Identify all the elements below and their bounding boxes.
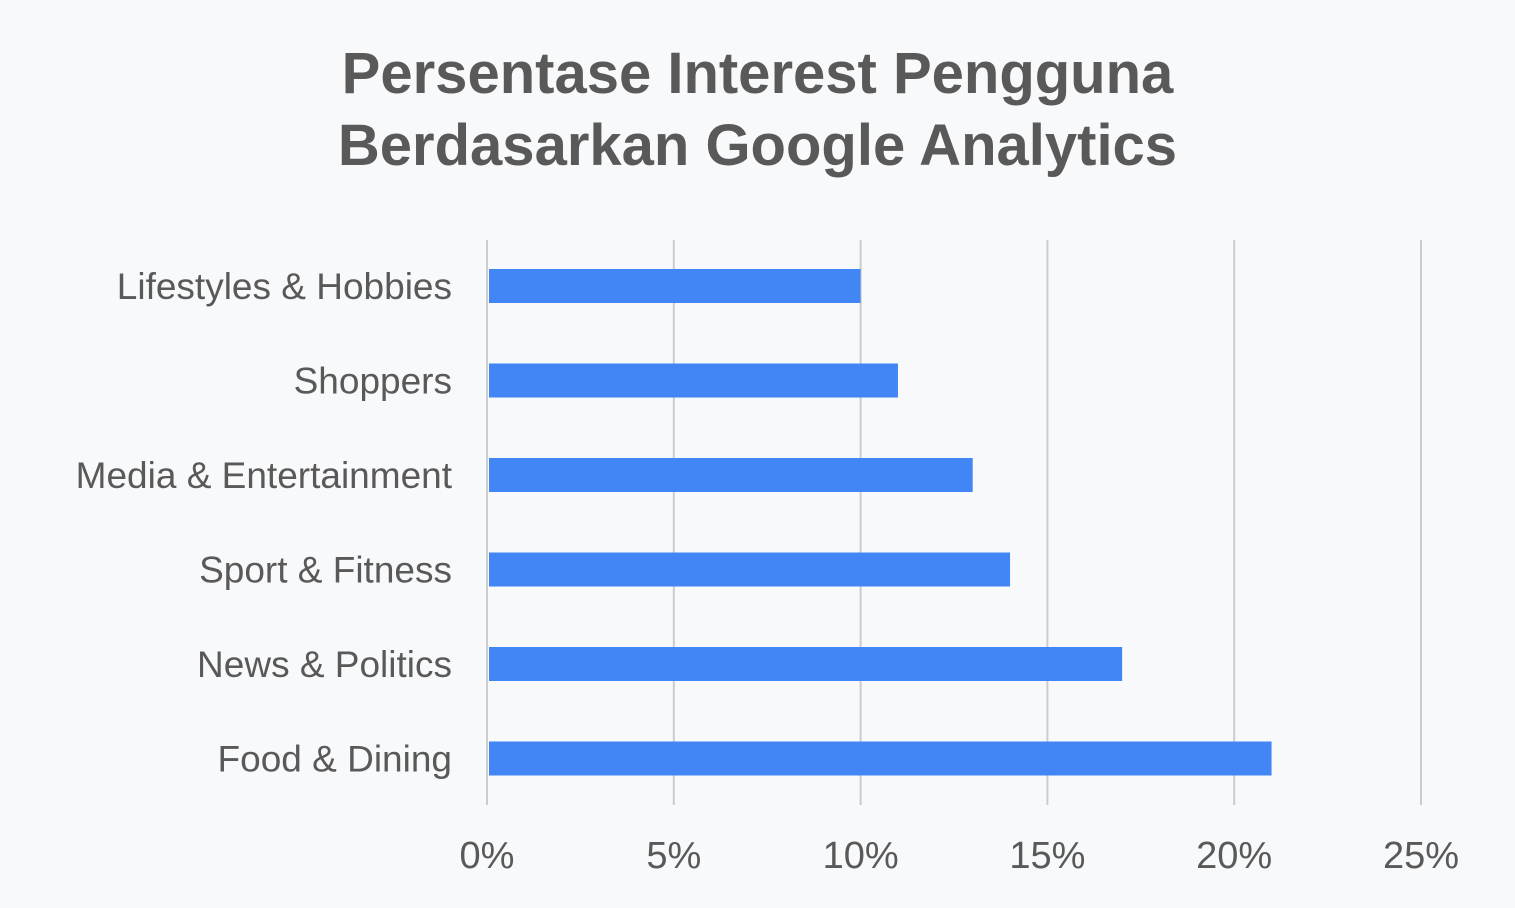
chart-title-line-2: Berdasarkan Google Analytics bbox=[337, 113, 1178, 178]
chart-title-line-1: Persentase Interest Pengguna bbox=[341, 41, 1174, 106]
x-tick-label: 0% bbox=[460, 835, 515, 877]
category-label: Sport & Fitness bbox=[199, 550, 452, 591]
x-tick-label: 25% bbox=[1383, 835, 1459, 877]
category-label: Lifestyles & Hobbies bbox=[117, 266, 452, 307]
bar bbox=[489, 647, 1123, 681]
x-tick-label: 15% bbox=[1009, 835, 1085, 877]
x-tick-label: 10% bbox=[823, 835, 899, 877]
category-label: News & Politics bbox=[197, 644, 452, 685]
bar bbox=[489, 458, 973, 492]
bars bbox=[489, 269, 1272, 776]
category-label: Media & Entertainment bbox=[76, 455, 453, 496]
bar bbox=[489, 741, 1272, 776]
x-tick-label: 20% bbox=[1196, 835, 1272, 877]
x-tick-label: 5% bbox=[646, 835, 701, 877]
chart-title: Persentase Interest Pengguna Berdasarkan… bbox=[0, 38, 1515, 182]
bar bbox=[489, 363, 898, 398]
category-label: Food & Dining bbox=[218, 739, 452, 780]
grid-lines bbox=[486, 240, 1422, 805]
category-label: Shoppers bbox=[294, 361, 452, 402]
category-labels: Lifestyles & Hobbies Shoppers Media & Ente… bbox=[76, 266, 453, 780]
bar bbox=[489, 552, 1011, 587]
x-tick-labels: 0% 5% 10% 15% 20% 25% bbox=[460, 835, 1459, 877]
bar bbox=[489, 269, 861, 303]
